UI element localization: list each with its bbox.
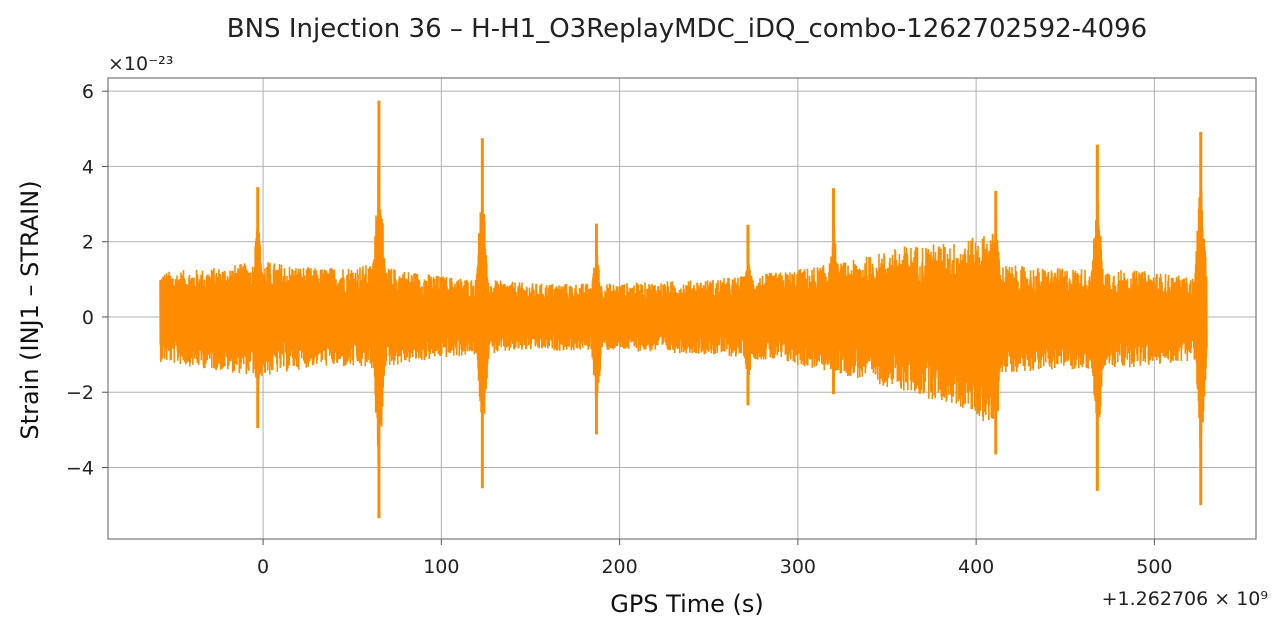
- x-tick-label: 500: [1136, 556, 1172, 578]
- glitch-spike-body: [589, 243, 604, 398]
- glitch-spike-body: [475, 200, 490, 417]
- y-tick-label: 6: [82, 81, 94, 103]
- y-scale-text: ×10⁻²³: [108, 53, 173, 75]
- y-tick-label: −2: [66, 382, 94, 404]
- y-tick-label: −4: [66, 457, 94, 479]
- x-tick-label: 100: [423, 556, 459, 578]
- glitch-spike-body: [372, 147, 386, 459]
- glitch-spike-body: [826, 227, 841, 368]
- chart-title: BNS Injection 36 – H-H1_O3ReplayMDC_iDQ_…: [227, 14, 1147, 44]
- x-tick-label: 300: [780, 556, 816, 578]
- x-tick-label: 200: [601, 556, 637, 578]
- strain-series-line: [159, 233, 1206, 422]
- ticks: 0 100 200 300 400 500 −4 −2 0 2 4 6: [66, 81, 1173, 578]
- glitch-spike-body: [1090, 187, 1105, 434]
- y-axis-label: Strain (INJ1 – STRAIN): [16, 180, 44, 439]
- plot-frame: [107, 77, 1257, 540]
- glitch-spike-body: [1193, 182, 1208, 447]
- glitch-spike-body: [988, 216, 1003, 411]
- x-tick-label: 0: [257, 556, 269, 578]
- y-tick-label: 2: [82, 232, 94, 254]
- x-offset-text: +1.262706 × 10⁹: [1102, 588, 1268, 610]
- x-tick-label: 400: [958, 556, 994, 578]
- glitch-spike-body: [741, 255, 755, 376]
- plot-area: [159, 100, 1208, 519]
- y-tick-label: 4: [82, 156, 94, 178]
- x-axis-label: GPS Time (s): [610, 590, 764, 618]
- y-tick-label: 0: [82, 307, 94, 329]
- glitch-spike-body: [250, 223, 265, 388]
